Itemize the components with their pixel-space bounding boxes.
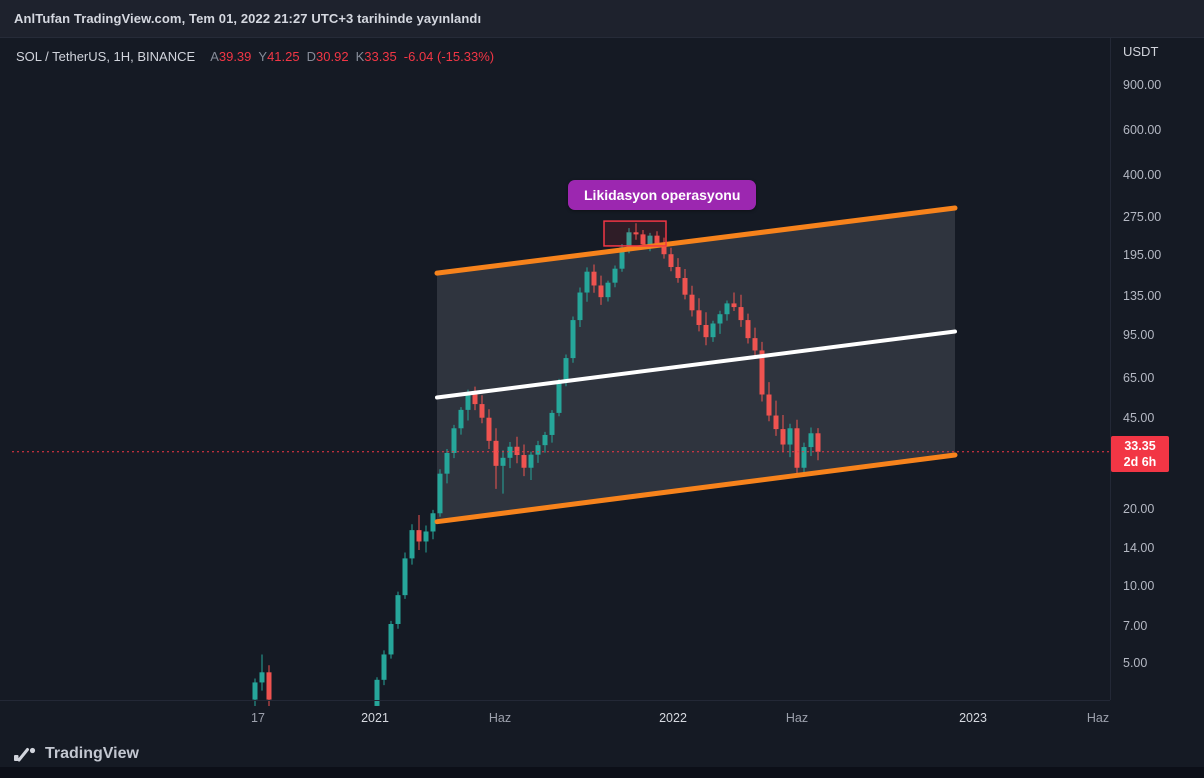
legend-ohlc-value: 30.92 [316, 49, 349, 64]
tradingview-logo-icon[interactable] [13, 746, 37, 763]
price-tick: 135.00 [1123, 289, 1162, 304]
price-tick: 400.00 [1123, 168, 1162, 183]
price-axis-unit: USDT [1123, 44, 1159, 59]
price-tick: 65.00 [1123, 370, 1155, 385]
price-tick: 5.00 [1123, 656, 1148, 671]
legend-symbol[interactable]: SOL / TetherUS, 1H, BINANCE [16, 49, 196, 64]
price-tick: 14.00 [1123, 541, 1155, 556]
time-tick: 2021 [361, 711, 389, 725]
time-axis[interactable]: 17 2021 Haz 2022 Haz 2023 Haz [0, 700, 1110, 735]
candles-series [252, 223, 821, 706]
time-tick: Haz [488, 711, 512, 725]
price-tick: 275.00 [1123, 209, 1162, 224]
price-tick: 7.00 [1123, 618, 1148, 633]
last-price-label: 33.35 2d 6h [1111, 435, 1169, 472]
time-tick: 17 [251, 711, 265, 725]
channel-lower-line[interactable] [434, 452, 958, 525]
published-header: AnlTufan TradingView.com, Tem 01, 2022 2… [0, 0, 1204, 38]
price-tick: 900.00 [1123, 78, 1162, 92]
price-tick: 20.00 [1123, 501, 1155, 516]
price-axis[interactable]: USDT 900.00 600.00 400.00 275.00 195.00 135.0… [1110, 38, 1204, 700]
price-tick: 45.00 [1123, 411, 1155, 426]
channel-upper-line[interactable] [434, 205, 958, 276]
highlight-box[interactable] [603, 220, 667, 247]
liquidation-callout[interactable]: Likidasyon operasyonu [568, 180, 757, 210]
price-tick: 10.00 [1123, 578, 1155, 593]
time-tick: 2023 [959, 711, 987, 725]
legend-ohlc-value: 33.35 [364, 49, 397, 64]
legend-ohlc-value: 41.25 [267, 49, 300, 64]
legend-ohlc-value: 39.39 [218, 49, 252, 64]
legend-ohlc: A39.39 Y41.25 D30.92 K33.35 [203, 49, 397, 64]
legend-ohlc-letter: D [306, 49, 317, 64]
footer: TradingView [13, 741, 139, 767]
tradingview-wordmark[interactable]: TradingView [45, 745, 139, 762]
time-tick: 2022 [659, 711, 687, 725]
published-header-text: AnlTufan TradingView.com, Tem 01, 2022 2… [14, 11, 482, 26]
time-tick: Haz [1086, 711, 1110, 725]
price-tick: 195.00 [1123, 248, 1162, 263]
chart-legend: SOL / TetherUS, 1H, BINANCE A39.39 Y41.25 D… [16, 49, 494, 64]
channel-median-line[interactable] [435, 329, 957, 400]
legend-change: -6.04 (-15.33%) [403, 49, 495, 64]
last-price-value: 33.35 [1124, 438, 1156, 453]
price-tick: 600.00 [1123, 123, 1162, 138]
legend-ohlc-letter: A [210, 49, 219, 64]
bottom-strip [0, 767, 1204, 778]
bar-countdown: 2d 6h [1123, 454, 1157, 469]
price-tick: 95.00 [1123, 328, 1155, 343]
time-tick: Haz [785, 711, 809, 725]
legend-ohlc-letter: Y [258, 49, 268, 64]
legend-ohlc-letter: K [355, 49, 365, 64]
